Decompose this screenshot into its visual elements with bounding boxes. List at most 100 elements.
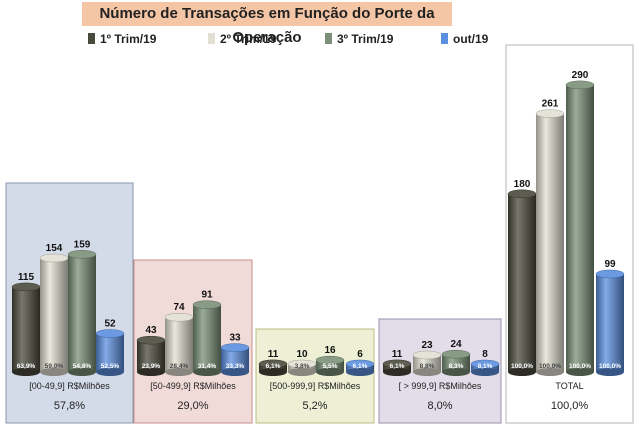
value-label-g2-s2: 74 bbox=[173, 302, 185, 313]
group-share-1: 57,8% bbox=[54, 400, 85, 412]
bar-g1-s2 bbox=[40, 258, 68, 372]
value-label-g5-s3: 290 bbox=[572, 70, 589, 81]
bar-cap-g2-s1 bbox=[136, 335, 166, 345]
percent-label-g3-s2: 3,8% bbox=[295, 363, 310, 370]
value-label-g2-s1: 43 bbox=[145, 325, 157, 336]
value-label-g2-s3: 91 bbox=[201, 290, 213, 301]
bar-base-g4-s1 bbox=[383, 368, 411, 376]
bar-g5-s1 bbox=[508, 193, 536, 372]
bar-g1-s1 bbox=[12, 286, 40, 372]
bar-g5-s4 bbox=[596, 273, 624, 372]
category-label-1: [00-49,9] R$Milhões bbox=[29, 381, 110, 391]
percent-label-g2-s4: 33,3% bbox=[226, 363, 245, 370]
percent-label-g5-s4: 100,0% bbox=[599, 363, 621, 370]
bar-base-g5-s2 bbox=[536, 368, 564, 376]
percent-label-g3-s1: 6,1% bbox=[266, 363, 281, 370]
value-label-g5-s4: 99 bbox=[604, 259, 616, 270]
percent-label-g4-s2: 8,8% bbox=[420, 363, 435, 370]
group-share-4: 8,0% bbox=[427, 400, 452, 412]
bar-base-g3-s1 bbox=[259, 368, 287, 376]
legend-swatch-1 bbox=[88, 33, 95, 44]
value-label-g5-s2: 261 bbox=[542, 99, 559, 110]
value-label-g2-s4: 33 bbox=[229, 333, 241, 344]
value-label-g4-s1: 11 bbox=[392, 349, 403, 360]
bar-g5-s2 bbox=[536, 113, 564, 373]
bar-base-g5-s3 bbox=[566, 368, 594, 376]
legend-swatch-2 bbox=[208, 33, 215, 44]
bar-cap-g1-s2 bbox=[39, 253, 69, 263]
bar-base-g3-s4 bbox=[346, 368, 374, 376]
percent-label-g5-s2: 100,0% bbox=[539, 363, 561, 370]
category-label-2: [50-499,9] R$Milhões bbox=[150, 381, 236, 391]
percent-label-g5-s3: 100,0% bbox=[569, 363, 591, 370]
value-label-g4-s4: 8 bbox=[482, 349, 488, 360]
percent-label-g5-s1: 100,0% bbox=[511, 363, 533, 370]
group-share-3: 5,2% bbox=[302, 400, 327, 412]
value-label-g1-s1: 115 bbox=[18, 272, 35, 283]
bar-cap-g2-s4 bbox=[220, 343, 250, 352]
percent-label-g1-s3: 54,8% bbox=[73, 363, 92, 370]
percent-label-g4-s4: 8,1% bbox=[478, 363, 493, 370]
bar-base-g3-s3 bbox=[316, 368, 344, 376]
legend-swatch-4 bbox=[441, 33, 448, 44]
bar-g1-s3 bbox=[68, 254, 96, 372]
legend-item-2: 2º Trim/19 bbox=[208, 30, 276, 48]
legend-label-2: 2º Trim/19 bbox=[220, 32, 277, 46]
bar-base-g2-s1 bbox=[137, 368, 165, 376]
bar-base-g2-s3 bbox=[193, 368, 221, 376]
category-label-3: [500-999,9] R$Milhões bbox=[270, 381, 361, 391]
percent-label-g3-s4: 6,1% bbox=[353, 363, 368, 370]
bar-g2-s3 bbox=[193, 304, 221, 372]
bar-cap-g4-s2 bbox=[412, 350, 442, 360]
percent-label-g4-s3: 8,3% bbox=[449, 363, 464, 370]
value-label-g3-s3: 16 bbox=[324, 345, 336, 356]
legend-swatch-3 bbox=[325, 33, 332, 44]
chart-legend: 1º Trim/19 2º Trim/19 3º Trim/19 out/19 bbox=[88, 30, 608, 48]
bar-cap-g5-s1 bbox=[507, 189, 537, 199]
percent-label-g3-s3: 5,5% bbox=[323, 363, 338, 370]
category-label-4: [ > 999,9] R$Milhões bbox=[399, 381, 482, 391]
bar-cap-g1-s4 bbox=[95, 329, 125, 338]
bar-g2-s2 bbox=[165, 317, 193, 372]
bar-base-g5-s4 bbox=[596, 368, 624, 376]
bar-g5-s3 bbox=[566, 84, 594, 373]
bar-base-g1-s3 bbox=[68, 368, 96, 376]
percent-label-g2-s3: 31,4% bbox=[198, 363, 217, 370]
bar-cap-g4-s3 bbox=[441, 349, 471, 359]
percent-label-g1-s4: 52,5% bbox=[101, 363, 120, 370]
bar-base-g1-s4 bbox=[96, 368, 124, 376]
bar-cap-g5-s4 bbox=[595, 269, 625, 279]
bar-base-g4-s3 bbox=[442, 368, 470, 376]
bar-base-g4-s4 bbox=[471, 368, 499, 376]
bar-cap-g1-s3 bbox=[67, 250, 97, 259]
bar-g1-s4 bbox=[96, 333, 124, 372]
bar-g4-s2 bbox=[413, 354, 441, 372]
category-label-5: TOTAL bbox=[555, 381, 583, 391]
percent-label-g1-s2: 59,0% bbox=[45, 363, 64, 370]
bar-base-g2-s4 bbox=[221, 368, 249, 376]
bar-base-g5-s1 bbox=[508, 368, 536, 376]
legend-label-1: 1º Trim/19 bbox=[100, 32, 157, 46]
bar-cap-g5-s3 bbox=[565, 80, 595, 90]
legend-item-3: 3º Trim/19 bbox=[325, 30, 393, 48]
value-label-g3-s2: 10 bbox=[296, 349, 308, 360]
percent-label-g2-s2: 28,4% bbox=[170, 363, 189, 370]
value-label-g5-s1: 180 bbox=[514, 179, 531, 190]
bar-cap-g2-s2 bbox=[164, 312, 194, 322]
value-label-g3-s4: 6 bbox=[357, 349, 363, 360]
legend-label-3: 3º Trim/19 bbox=[337, 32, 394, 46]
bar-cap-g3-s3 bbox=[315, 355, 345, 365]
bar-base-g1-s2 bbox=[40, 368, 68, 376]
value-label-g4-s3: 24 bbox=[450, 339, 462, 350]
bar-g4-s3 bbox=[442, 354, 470, 372]
bar-base-g3-s2 bbox=[288, 368, 316, 376]
bar-g3-s3 bbox=[316, 360, 344, 372]
group-box-3 bbox=[255, 328, 375, 424]
bar-base-g2-s2 bbox=[165, 368, 193, 376]
legend-item-4: out/19 bbox=[441, 30, 488, 48]
group-share-5: 100,0% bbox=[551, 400, 589, 412]
legend-label-4: out/19 bbox=[453, 32, 489, 46]
value-label-g1-s3: 159 bbox=[74, 239, 91, 250]
bar-base-g1-s1 bbox=[12, 368, 40, 376]
legend-item-1: 1º Trim/19 bbox=[88, 30, 156, 48]
